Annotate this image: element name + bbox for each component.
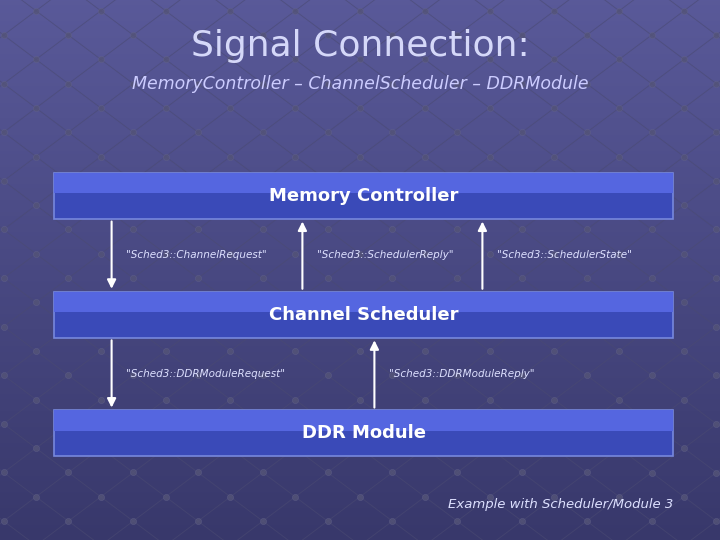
Text: Signal Connection:: Signal Connection: (191, 29, 529, 63)
FancyBboxPatch shape (54, 410, 673, 456)
FancyBboxPatch shape (54, 292, 673, 338)
Text: Memory Controller: Memory Controller (269, 187, 459, 205)
Text: "Sched3::SchedulerState": "Sched3::SchedulerState" (497, 250, 631, 260)
Text: Channel Scheduler: Channel Scheduler (269, 306, 459, 323)
Text: "Sched3::DDRModuleRequest": "Sched3::DDRModuleRequest" (126, 369, 285, 379)
Text: "Sched3::DDRModuleReply": "Sched3::DDRModuleReply" (389, 369, 534, 379)
Text: DDR Module: DDR Module (302, 424, 426, 442)
Bar (54, 292, 673, 312)
FancyBboxPatch shape (54, 173, 673, 219)
Text: Example with Scheduler/Module 3: Example with Scheduler/Module 3 (448, 498, 673, 511)
Text: "Sched3::SchedulerReply": "Sched3::SchedulerReply" (317, 250, 454, 260)
Text: "Sched3::ChannelRequest": "Sched3::ChannelRequest" (126, 250, 266, 260)
Bar (54, 410, 673, 431)
Bar (54, 173, 673, 193)
Text: MemoryController – ChannelScheduler – DDRModule: MemoryController – ChannelScheduler – DD… (132, 75, 588, 93)
